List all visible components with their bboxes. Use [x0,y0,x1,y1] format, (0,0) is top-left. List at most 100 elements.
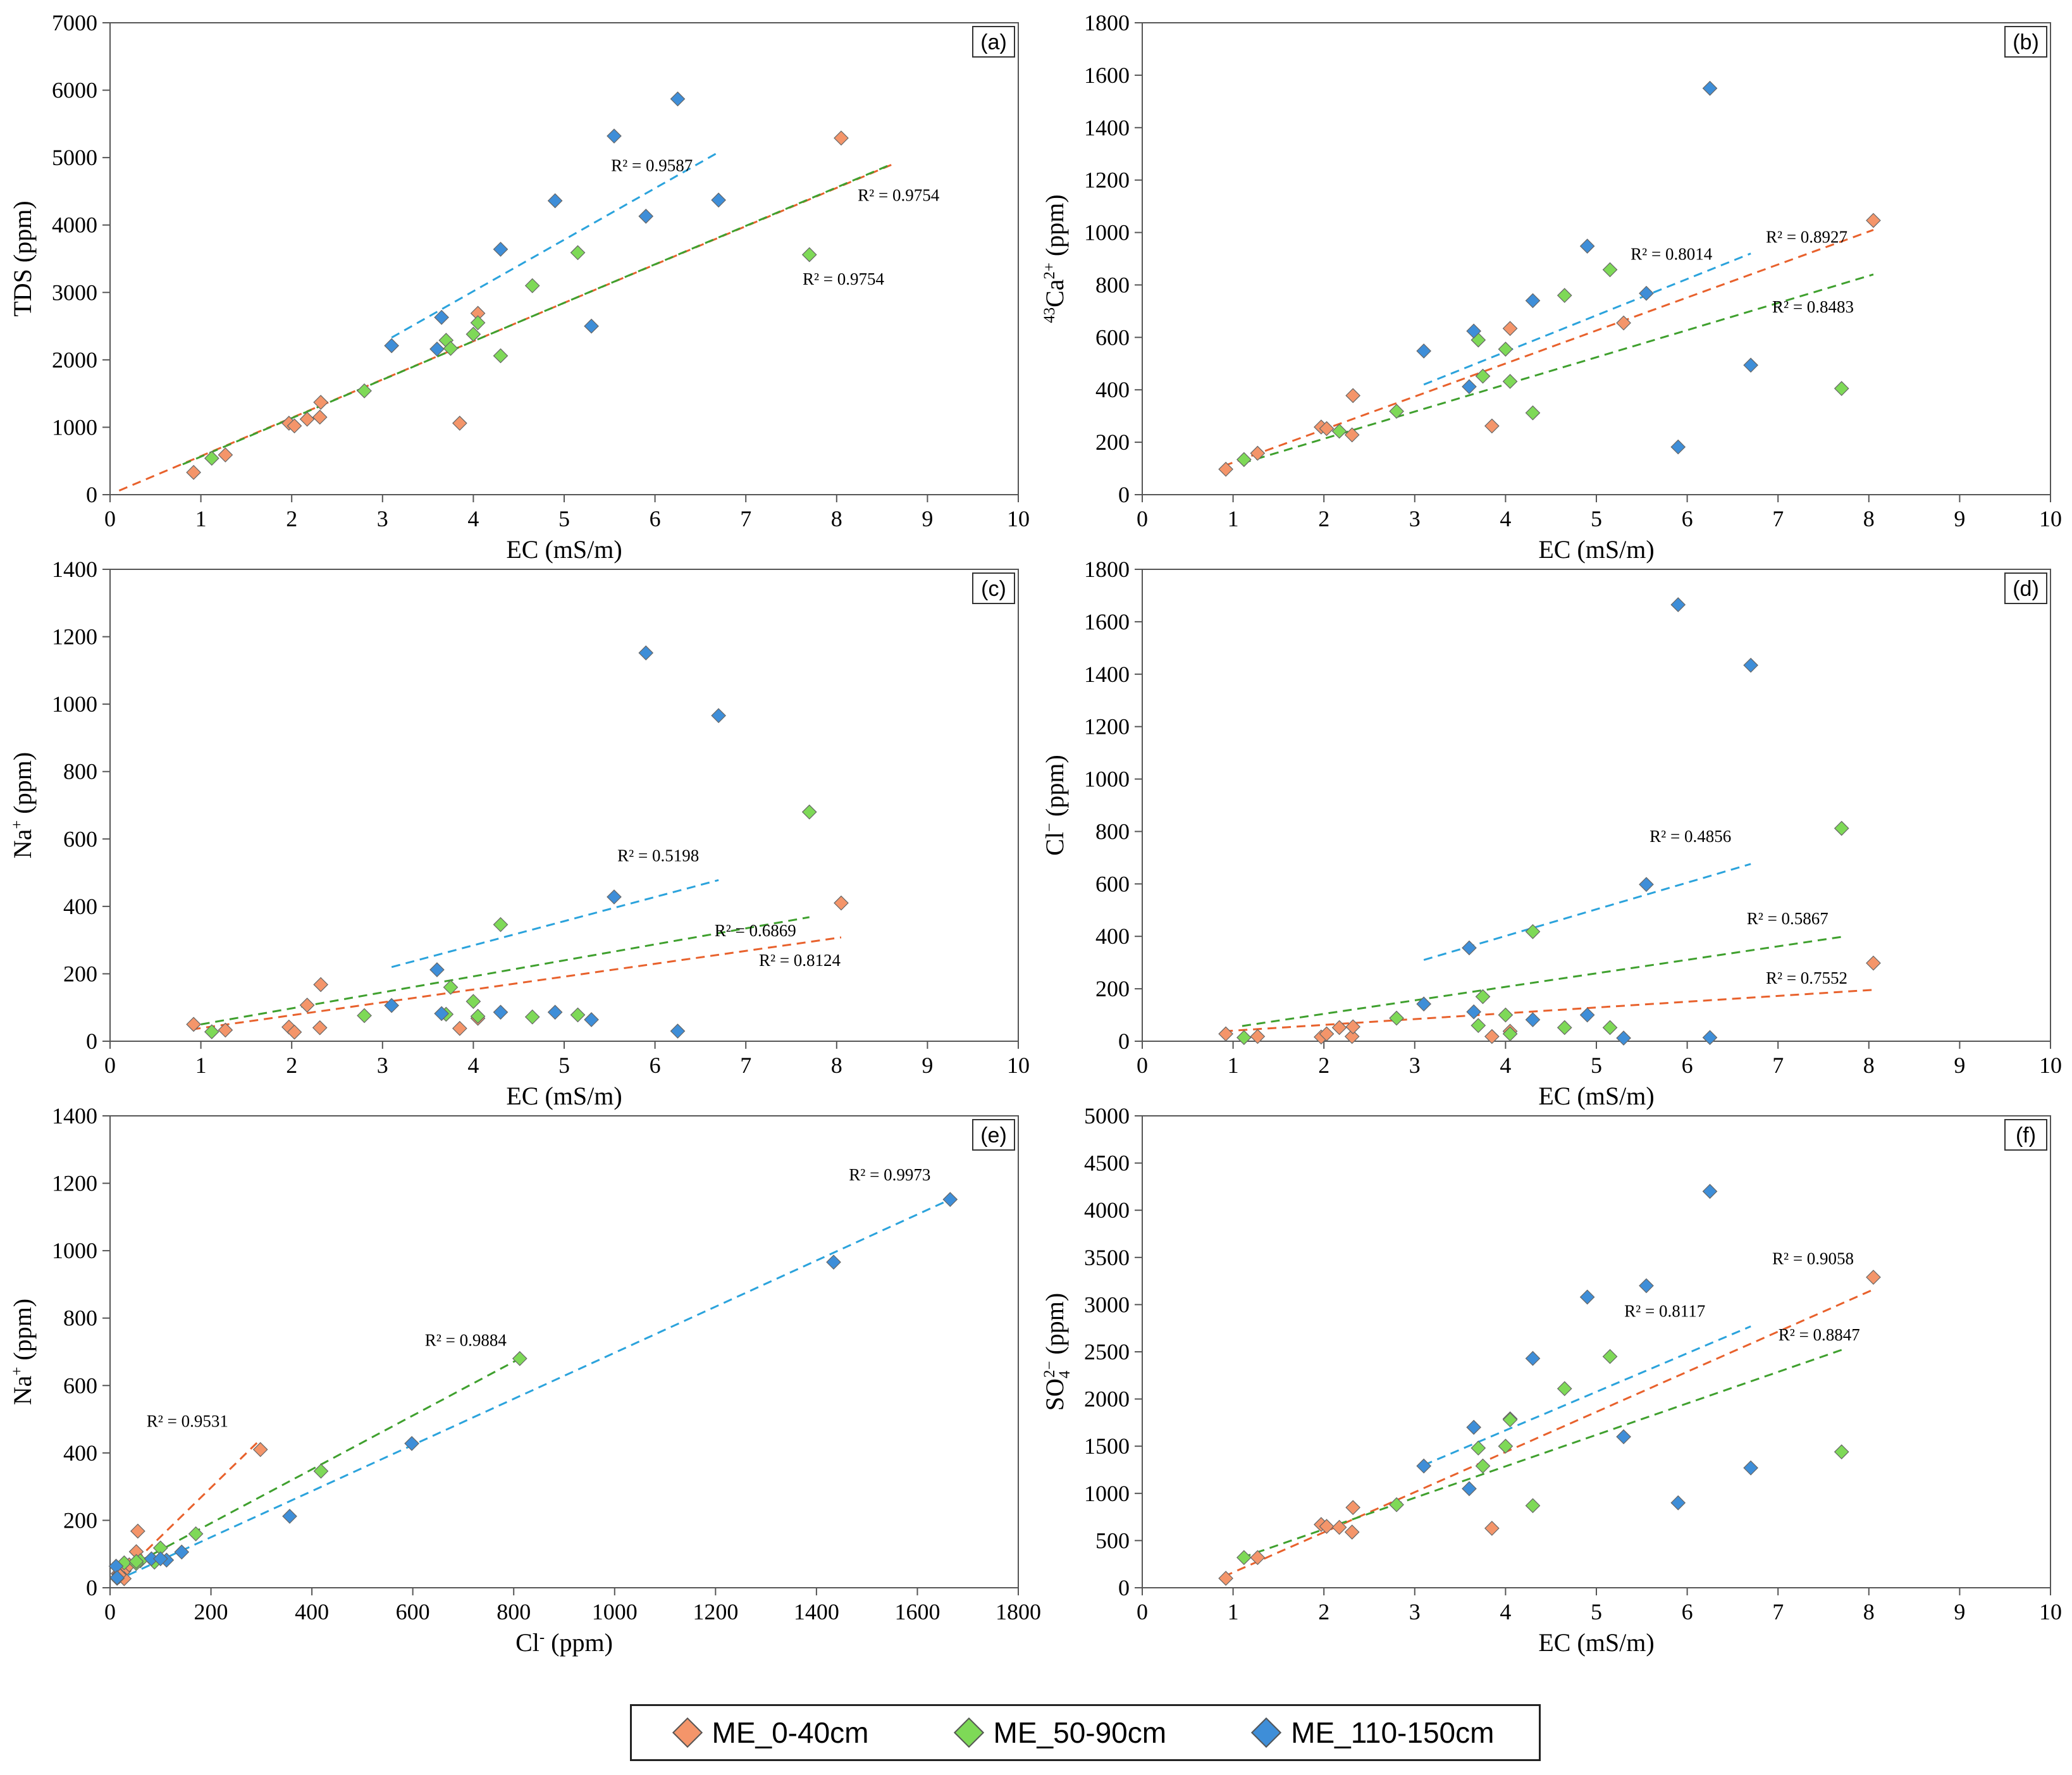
point-b-s2 [1525,293,1541,309]
x-tick-label-a: 5 [558,506,570,531]
point-c-s1 [570,1007,586,1023]
x-tick-label-f: 6 [1682,1599,1693,1624]
x-tick-label-c: 6 [650,1053,661,1078]
point-d-s2 [1579,1007,1595,1023]
y-tick-label-c: 800 [63,759,97,784]
x-tick-label-d: 2 [1318,1053,1329,1078]
x-tick-label-b: 7 [1772,506,1784,531]
x-tick-label-f: 5 [1591,1599,1602,1624]
y-tick-label-f: 4500 [1084,1151,1130,1176]
point-f-s2 [1743,1460,1758,1476]
x-tick-label-f: 7 [1772,1599,1784,1624]
point-b-s2 [1462,379,1477,395]
point-b-s2 [1702,80,1718,96]
x-tick-label-e: 1400 [794,1599,839,1624]
point-c-s2 [638,645,654,660]
point-d-s0 [1319,1026,1335,1042]
y-tick-label-c: 0 [86,1029,97,1054]
point-d-s0 [1484,1029,1500,1044]
y-tick-label-a: 0 [86,482,97,507]
y-tick-label-d: 600 [1095,871,1130,896]
point-e-s0 [130,1523,145,1539]
point-f-s1 [1557,1381,1572,1397]
panel-label-box-f [2004,1119,2047,1151]
x-axis-label-d: EC (mS/m) [1538,1082,1654,1110]
point-a-s2 [429,341,445,357]
y-tick-label-d: 1800 [1084,557,1130,582]
panel-label-d: (d) [2013,577,2039,601]
point-a-s0 [186,464,201,480]
point-a-s1 [570,245,586,261]
y-tick-label-a: 4000 [52,213,97,238]
x-tick-label-a: 4 [467,506,479,531]
y-tick-label-a: 1000 [52,414,97,440]
legend-item-me-110-150: ME_110-150cm [1251,1716,1495,1750]
x-tick-label-f: 0 [1137,1599,1148,1624]
trendline-c-0 [192,936,842,1030]
legend-item-me-0-40: ME_0-40cm [672,1716,868,1750]
point-b-s1 [1557,288,1572,303]
panel-label-box-b [2004,26,2047,58]
x-tick-label-d: 5 [1591,1053,1602,1078]
point-f-s2 [1616,1429,1631,1445]
point-d-s1 [1602,1020,1618,1036]
x-axis-label-f: EC (mS/m) [1538,1628,1654,1657]
point-a-s2 [638,209,654,224]
point-f-s0 [1344,1525,1360,1540]
x-tick-label-e: 600 [396,1599,430,1624]
legend-label-me-50-90: ME_50-90cm [993,1716,1167,1749]
point-f-s1 [1834,1444,1849,1460]
y-tick-label-f: 3000 [1084,1292,1130,1317]
point-c-s2 [711,708,726,724]
point-e-s1 [512,1351,527,1366]
legend-label-me-110-150: ME_110-150cm [1291,1716,1495,1749]
x-tick-label-a: 10 [1007,506,1030,531]
y-tick-label-b: 1600 [1084,63,1130,88]
r2-label-e-1: R² = 0.9884 [425,1331,507,1350]
y-tick-label-e: 400 [63,1440,97,1466]
plot-frame-f [1142,1115,2051,1588]
point-c-s2 [493,1005,509,1020]
point-f-s1 [1498,1438,1514,1454]
point-b-s1 [1389,404,1404,419]
point-d-s1 [1834,820,1849,836]
x-tick-label-b: 9 [1954,506,1965,531]
trendline-e-2 [114,1198,951,1582]
point-c-s1 [466,994,481,1009]
r2-label-f-1: R² = 0.8847 [1779,1325,1860,1344]
point-a-s2 [670,91,686,107]
point-d-s1 [1475,989,1491,1005]
y-tick-label-b: 1000 [1084,220,1130,245]
point-d-s1 [1498,1007,1514,1023]
x-tick-label-e: 1200 [693,1599,738,1624]
point-b-s2 [1670,439,1686,455]
point-c-s0 [452,1020,467,1036]
y-tick-label-d: 1600 [1084,609,1130,634]
chart-panel-f: 0 1 2 3 4 5 6 7 8 9 10 0 500 1000 1500 2000 2500 3000 3500… [1040,1103,2062,1657]
r2-label-b-2: R² = 0.8014 [1631,245,1713,264]
panel-label-box-d [2004,572,2047,604]
x-tick-label-a: 8 [831,506,842,531]
point-f-s2 [1579,1289,1595,1305]
point-c-s1 [443,979,459,995]
y-tick-label-e: 800 [63,1306,97,1331]
point-f-s0 [1250,1550,1266,1566]
y-tick-label-b: 200 [1095,430,1130,455]
chart-panel-a: 0 1 2 3 4 5 6 7 8 9 10 0 1000 2000 3000 4000 5000 6000 700… [8,10,1030,564]
x-axis-label-a: EC (mS/m) [506,535,622,564]
x-tick-label-f: 1 [1228,1599,1239,1624]
x-tick-label-b: 8 [1863,506,1875,531]
y-tick-label-f: 4000 [1084,1197,1130,1223]
point-f-s2 [1702,1184,1718,1199]
point-c-s0 [218,1022,233,1038]
x-tick-label-a: 6 [650,506,661,531]
point-c-s2 [434,1006,449,1022]
point-e-s2 [109,1570,125,1585]
point-d-s0 [1250,1029,1266,1044]
point-c-s1 [470,1008,486,1024]
legend-marker-me-110-150 [1251,1717,1282,1748]
x-tick-label-b: 3 [1409,506,1421,531]
x-tick-label-d: 7 [1772,1053,1784,1078]
point-d-s2 [1466,1004,1481,1020]
r2-label-a-2: R² = 0.9587 [611,156,693,175]
